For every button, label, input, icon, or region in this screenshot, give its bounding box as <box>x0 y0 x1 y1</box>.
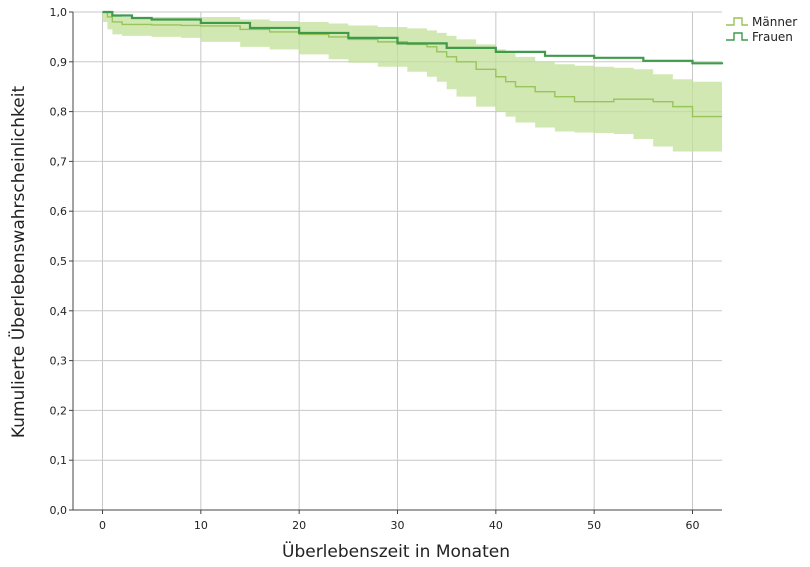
y-tick-label: 0,6 <box>50 205 68 218</box>
series-line <box>102 10 724 65</box>
y-tick-label: 0,1 <box>50 454 68 467</box>
y-tick-label: 0,7 <box>50 155 68 168</box>
y-tick-label: 0,2 <box>50 404 68 417</box>
x-tick-label: 20 <box>292 519 306 532</box>
y-tick-label: 0,3 <box>50 355 68 368</box>
axes <box>69 11 722 514</box>
legend-label: Männer <box>752 15 797 29</box>
x-tick-label: 30 <box>391 519 405 532</box>
series-lines <box>102 10 724 118</box>
x-tick-label: 10 <box>194 519 208 532</box>
y-tick-label: 0,4 <box>50 305 68 318</box>
grid-lines <box>73 11 722 511</box>
y-tick-label: 0,0 <box>50 504 68 517</box>
x-axis-label: Überlebenszeit in Monaten <box>282 540 510 562</box>
y-tick-label: 1,0 <box>50 6 68 19</box>
tick-labels: 0,0 0,1 0,2 0,3 0,4 0,5 0,6 0,7 0,8 0,9 1,0 0 10 20 30… <box>50 6 700 532</box>
y-tick-label: 0,9 <box>50 56 68 69</box>
series-line <box>102 11 722 118</box>
legend-swatch <box>726 32 748 41</box>
y-tick-label: 0,8 <box>50 106 68 119</box>
y-axis-label: Kumulierte Überlebenswahrscheinlichkeit <box>7 86 29 439</box>
x-tick-label: 60 <box>686 519 700 532</box>
legend-swatch <box>726 17 748 26</box>
x-tick-label: 0 <box>99 519 106 532</box>
confidence-bands <box>102 12 722 152</box>
x-tick-label: 50 <box>587 519 601 532</box>
x-tick-label: 40 <box>489 519 503 532</box>
legend-label: Frauen <box>752 30 793 44</box>
y-tick-label: 0,5 <box>50 255 68 268</box>
confidence-band <box>102 12 722 152</box>
